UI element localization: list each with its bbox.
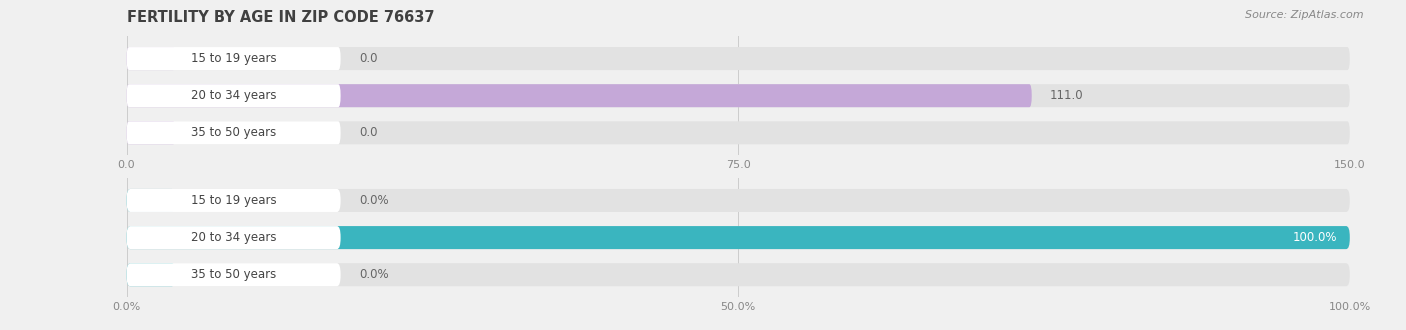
Text: Source: ZipAtlas.com: Source: ZipAtlas.com [1246,10,1364,20]
FancyBboxPatch shape [127,84,1350,107]
FancyBboxPatch shape [127,226,1350,249]
Text: 111.0: 111.0 [1050,89,1084,102]
Text: FERTILITY BY AGE IN ZIP CODE 76637: FERTILITY BY AGE IN ZIP CODE 76637 [127,10,434,25]
Text: 20 to 34 years: 20 to 34 years [191,231,277,244]
FancyBboxPatch shape [127,189,340,212]
FancyBboxPatch shape [127,47,1350,70]
Text: 35 to 50 years: 35 to 50 years [191,268,276,281]
FancyBboxPatch shape [127,263,176,286]
Text: 0.0: 0.0 [359,126,377,139]
FancyBboxPatch shape [127,47,176,70]
FancyBboxPatch shape [127,121,176,144]
Text: 0.0%: 0.0% [359,194,388,207]
Text: 15 to 19 years: 15 to 19 years [191,194,277,207]
FancyBboxPatch shape [127,84,340,107]
Text: 35 to 50 years: 35 to 50 years [191,126,276,139]
FancyBboxPatch shape [127,189,176,212]
FancyBboxPatch shape [127,226,1350,249]
FancyBboxPatch shape [127,189,1350,212]
FancyBboxPatch shape [127,226,340,249]
FancyBboxPatch shape [127,263,340,286]
Text: 20 to 34 years: 20 to 34 years [191,89,277,102]
Text: 15 to 19 years: 15 to 19 years [191,52,277,65]
Text: 0.0%: 0.0% [359,268,388,281]
FancyBboxPatch shape [127,121,1350,144]
FancyBboxPatch shape [127,47,340,70]
Text: 0.0: 0.0 [359,52,377,65]
FancyBboxPatch shape [127,263,1350,286]
FancyBboxPatch shape [127,84,1032,107]
Text: 100.0%: 100.0% [1294,231,1337,244]
FancyBboxPatch shape [127,121,340,144]
